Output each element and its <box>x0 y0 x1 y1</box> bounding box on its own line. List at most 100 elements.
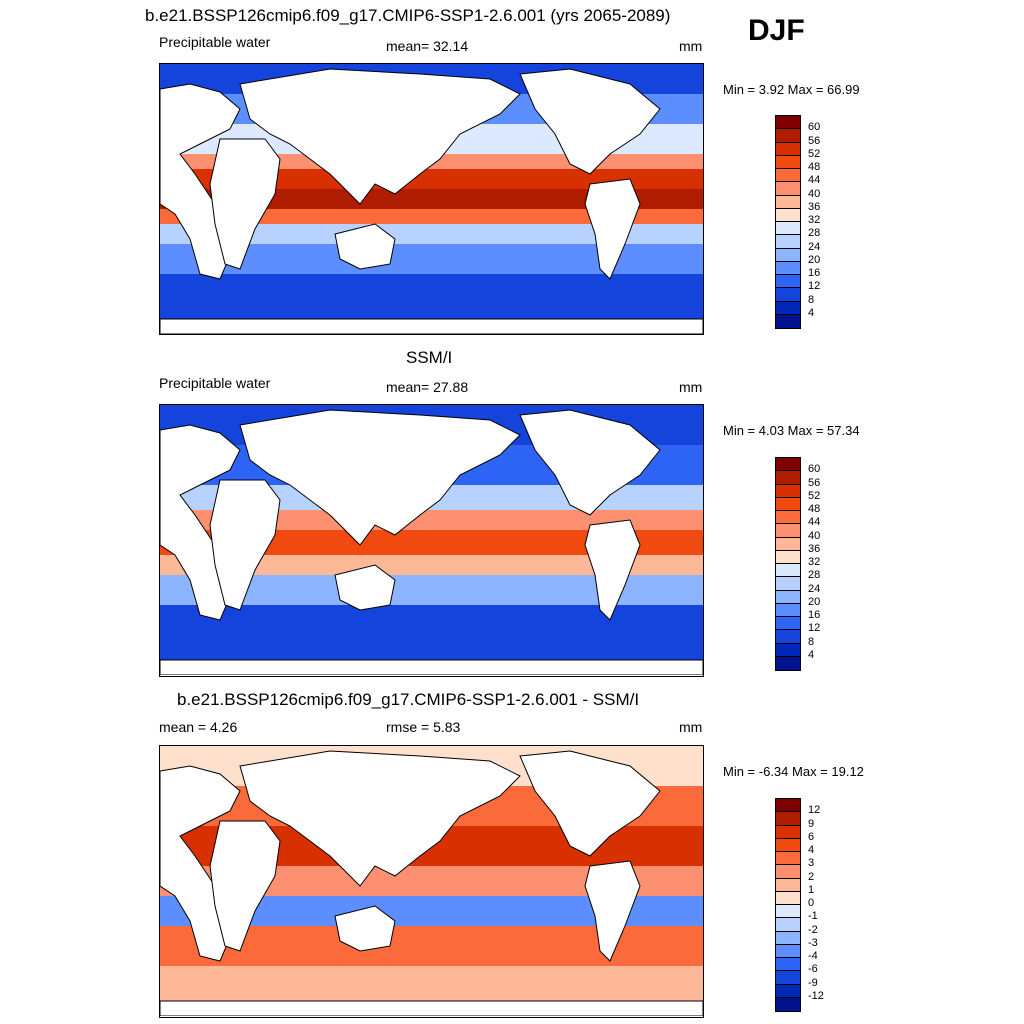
colorbar-tick-label: 56 <box>808 134 821 147</box>
panel2-variable-label: Precipitable water <box>159 375 271 391</box>
colorbar-tick-label: 32 <box>808 214 821 226</box>
colorbar-tick-label: 12 <box>808 804 821 817</box>
colorbar-segment <box>776 799 800 813</box>
colorbar-segment <box>776 931 800 945</box>
panel3-mean-label: mean = 4.26 <box>159 719 238 735</box>
colorbar-segment <box>776 944 800 958</box>
colorbar-tick-label: 28 <box>808 569 821 582</box>
field-band <box>160 224 703 244</box>
colorbar-segment <box>776 865 800 879</box>
colorbar-segment <box>776 142 800 156</box>
colorbar-segment <box>776 275 800 289</box>
colorbar-segment <box>776 564 800 578</box>
field-band <box>160 605 703 660</box>
colorbar-tick-label: 52 <box>808 489 821 502</box>
panel3-title: b.e21.BSSP126cmip6.f09_g17.CMIP6-SSP1-2.… <box>177 690 640 709</box>
colorbar-segment <box>776 235 800 249</box>
colorbar-segment <box>776 116 800 130</box>
land-mass <box>584 860 641 962</box>
colorbar-tick-label: 24 <box>808 240 821 253</box>
colorbar-segment <box>776 248 800 262</box>
panel2-minmax-label: Min = 4.03 Max = 57.34 <box>723 423 860 438</box>
land-mass <box>334 223 396 270</box>
colorbar-segment <box>776 484 800 498</box>
colorbar-tick-label: 3 <box>808 857 815 870</box>
colorbar-tick-label: 28 <box>808 227 821 240</box>
panel1-mean-label: mean= 32.14 <box>386 38 469 54</box>
colorbar-segment <box>776 603 800 617</box>
colorbar-tick-label: 12 <box>808 280 821 293</box>
colorbar-segment <box>776 497 800 511</box>
colorbar-segment <box>776 812 800 826</box>
land-mass <box>239 68 521 205</box>
colorbar-tick-label: 1 <box>808 883 815 896</box>
panel2-title: SSM/I <box>406 348 453 367</box>
colorbar-segment <box>776 984 800 998</box>
field-band <box>160 966 703 1001</box>
colorbar-tick-label: 8 <box>808 293 815 306</box>
colorbar-segment <box>776 617 800 631</box>
colorbar-segment <box>776 222 800 236</box>
panel1-map <box>159 63 704 335</box>
land-mass <box>209 138 281 270</box>
panel3-minmax-label: Min = -6.34 Max = 19.12 <box>723 764 864 779</box>
panel1-units-label: mm <box>679 38 703 54</box>
colorbar-tick-label: 36 <box>808 200 821 213</box>
colorbar-segment <box>776 918 800 932</box>
colorbar-segment <box>776 590 800 604</box>
land-mass <box>519 409 661 516</box>
colorbar-segment <box>776 314 800 328</box>
panel2-map <box>159 404 704 677</box>
colorbar-segment <box>776 511 800 525</box>
colorbar-tick-label: 20 <box>808 595 821 608</box>
field-band <box>160 209 703 224</box>
panel3-rmse-label: rmse = 5.83 <box>386 719 461 735</box>
colorbar-tick-label: 32 <box>808 556 821 568</box>
colorbar-tick-label: 8 <box>808 635 815 648</box>
colorbar-tick-label: 2 <box>808 870 815 883</box>
colorbar-tick-label: 4 <box>808 844 815 856</box>
colorbar-tick-label: 20 <box>808 253 821 266</box>
colorbar-segment <box>776 471 800 485</box>
panel3-units-label: mm <box>679 719 703 735</box>
colorbar-segment <box>776 971 800 985</box>
colorbar-tick-label: -9 <box>808 976 818 989</box>
colorbar-tick-label: 44 <box>808 516 821 529</box>
colorbar-tick-label: -12 <box>808 989 824 1002</box>
colorbar-segment <box>776 643 800 657</box>
colorbar-tick-label: 12 <box>808 622 821 635</box>
panel2-colorbar <box>775 457 801 671</box>
colorbar-tick-label: 24 <box>808 582 821 595</box>
field-band <box>160 274 703 319</box>
colorbar-tick-label: 40 <box>808 187 821 200</box>
field-band <box>160 555 703 575</box>
panel1-minmax-label: Min = 3.92 Max = 66.99 <box>723 82 860 97</box>
colorbar-tick-label: 60 <box>808 463 821 476</box>
land-mass <box>519 750 661 857</box>
colorbar-tick-label: 6 <box>808 830 815 843</box>
colorbar-segment <box>776 958 800 972</box>
land-mass <box>239 409 521 546</box>
colorbar-segment <box>776 630 800 644</box>
colorbar-segment <box>776 878 800 892</box>
panel1-title: b.e21.BSSP126cmip6.f09_g17.CMIP6-SSP1-2.… <box>145 6 671 25</box>
land-mass <box>334 905 396 952</box>
colorbar-tick-label: -4 <box>808 950 818 962</box>
land-mass <box>209 820 281 952</box>
panel1-variable-label: Precipitable water <box>159 34 271 50</box>
panel3-map <box>159 745 704 1018</box>
map-svg <box>160 746 703 1016</box>
colorbar-tick-label: 52 <box>808 147 821 160</box>
colorbar-segment <box>776 550 800 564</box>
colorbar-tick-label: 48 <box>808 503 821 515</box>
colorbar-tick-label: -2 <box>808 923 818 936</box>
colorbar-tick-label: 4 <box>808 648 815 661</box>
colorbar-segment <box>776 577 800 591</box>
colorbar-segment <box>776 891 800 905</box>
colorbar-segment <box>776 997 800 1011</box>
field-band <box>160 169 703 189</box>
colorbar-tick-label: 60 <box>808 121 821 134</box>
panel3-colorbar <box>775 798 801 1012</box>
colorbar-tick-label: -6 <box>808 963 818 976</box>
land-mass <box>160 318 703 334</box>
